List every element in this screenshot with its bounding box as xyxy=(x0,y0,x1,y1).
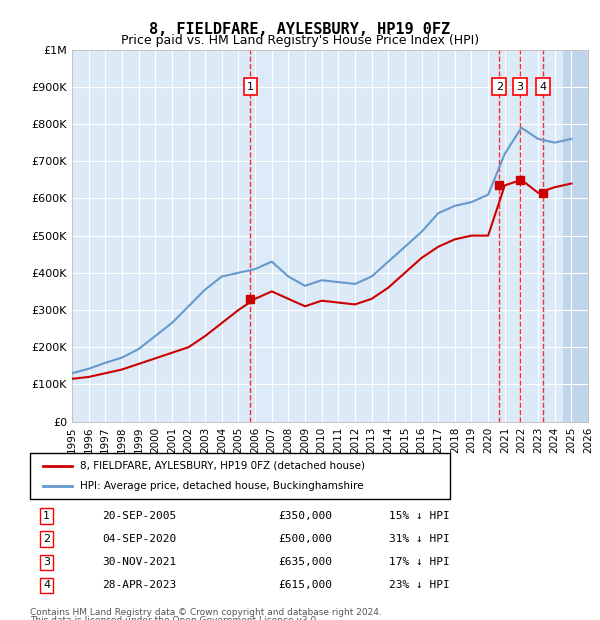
Text: 3: 3 xyxy=(43,557,50,567)
Text: 28-APR-2023: 28-APR-2023 xyxy=(102,580,176,590)
Text: Contains HM Land Registry data © Crown copyright and database right 2024.: Contains HM Land Registry data © Crown c… xyxy=(30,608,382,617)
FancyBboxPatch shape xyxy=(30,453,450,499)
Text: 31% ↓ HPI: 31% ↓ HPI xyxy=(389,534,449,544)
Text: £615,000: £615,000 xyxy=(278,580,332,590)
Text: 04-SEP-2020: 04-SEP-2020 xyxy=(102,534,176,544)
Text: 2: 2 xyxy=(43,534,50,544)
Text: 2: 2 xyxy=(496,82,503,92)
Text: 17% ↓ HPI: 17% ↓ HPI xyxy=(389,557,449,567)
Bar xyxy=(563,50,588,422)
Text: Price paid vs. HM Land Registry's House Price Index (HPI): Price paid vs. HM Land Registry's House … xyxy=(121,34,479,47)
Text: £350,000: £350,000 xyxy=(278,511,332,521)
Text: 30-NOV-2021: 30-NOV-2021 xyxy=(102,557,176,567)
Text: £635,000: £635,000 xyxy=(278,557,332,567)
Text: 1: 1 xyxy=(247,82,254,92)
Text: 1: 1 xyxy=(43,511,50,521)
Text: 15% ↓ HPI: 15% ↓ HPI xyxy=(389,511,449,521)
Text: 4: 4 xyxy=(43,580,50,590)
Text: HPI: Average price, detached house, Buckinghamshire: HPI: Average price, detached house, Buck… xyxy=(80,481,364,491)
Text: 8, FIELDFARE, AYLESBURY, HP19 0FZ (detached house): 8, FIELDFARE, AYLESBURY, HP19 0FZ (detac… xyxy=(80,461,365,471)
Text: 3: 3 xyxy=(517,82,524,92)
Text: This data is licensed under the Open Government Licence v3.0.: This data is licensed under the Open Gov… xyxy=(30,616,319,620)
Text: 4: 4 xyxy=(540,82,547,92)
Text: £500,000: £500,000 xyxy=(278,534,332,544)
Text: 8, FIELDFARE, AYLESBURY, HP19 0FZ: 8, FIELDFARE, AYLESBURY, HP19 0FZ xyxy=(149,22,451,37)
Text: 23% ↓ HPI: 23% ↓ HPI xyxy=(389,580,449,590)
Text: 20-SEP-2005: 20-SEP-2005 xyxy=(102,511,176,521)
